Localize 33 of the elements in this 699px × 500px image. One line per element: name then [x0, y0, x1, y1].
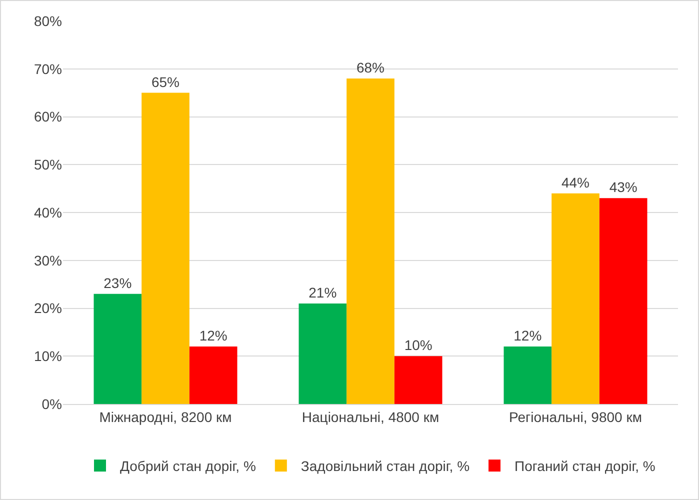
legend-label: Задовільний стан доріг, % [300, 458, 470, 474]
legend-label: Добрий стан доріг, % [120, 458, 256, 474]
bar [298, 303, 347, 404]
bar [346, 78, 394, 404]
y-tick-label: 20% [34, 300, 62, 316]
bar [552, 193, 600, 404]
data-label: 21% [308, 284, 337, 300]
data-label: 12% [514, 328, 542, 344]
y-tick-label: 50% [34, 156, 62, 173]
y-tick-label: 60% [34, 108, 62, 125]
data-label: 12% [199, 328, 228, 344]
bar [94, 294, 142, 404]
y-tick-label: 80% [34, 12, 62, 29]
data-label: 10% [404, 337, 432, 354]
y-tick-label: 0% [42, 396, 62, 412]
bar [189, 346, 238, 404]
data-label: 65% [151, 74, 180, 90]
bar [599, 198, 648, 404]
y-tick-label: 40% [34, 204, 62, 220]
x-tick-label: Регіональні, 9800 км [509, 408, 642, 425]
x-tick-label: Національні, 4800 км [302, 408, 440, 425]
data-label: 23% [104, 274, 132, 291]
data-label: 43% [609, 179, 638, 196]
y-tick-label: 30% [34, 252, 62, 268]
data-label: 68% [356, 59, 385, 76]
legend-label: Поганий стан доріг, % [514, 458, 656, 474]
bar [142, 92, 190, 404]
y-tick-label: 70% [34, 60, 62, 77]
bar [504, 346, 552, 404]
x-tick-label: Міжнародні, 8200 км [99, 408, 232, 425]
bar [394, 356, 442, 404]
data-label: 44% [561, 174, 590, 190]
y-tick-label: 10% [34, 348, 62, 364]
